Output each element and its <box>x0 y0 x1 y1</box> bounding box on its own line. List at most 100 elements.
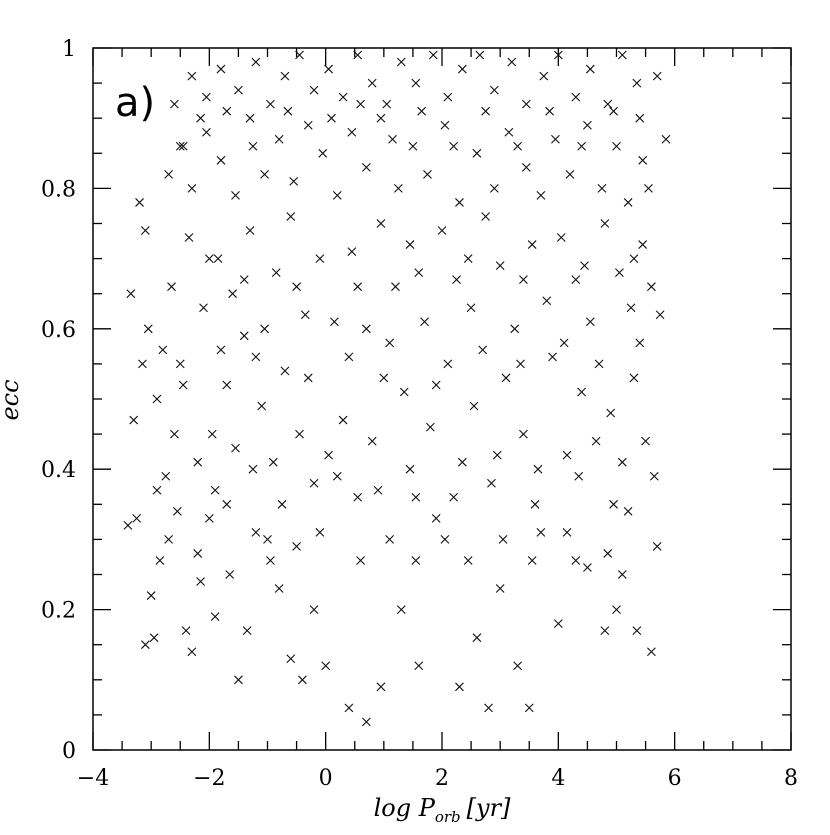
y-tick-label: 0 <box>62 739 76 764</box>
data-point <box>210 612 220 622</box>
data-point <box>603 549 613 558</box>
data-point <box>260 169 269 179</box>
y-tick-labels: 0 0.2 0.4 0.6 0.8 1 <box>41 37 76 764</box>
data-point <box>231 443 240 453</box>
data-point <box>199 303 208 313</box>
data-point <box>315 254 325 263</box>
data-point <box>411 556 421 565</box>
data-point <box>367 436 377 446</box>
data-point <box>405 240 415 249</box>
data-point <box>193 457 203 467</box>
data-point <box>376 682 386 692</box>
x-axis-label-subscript: orb <box>435 808 461 826</box>
data-point <box>315 527 325 537</box>
data-point <box>222 106 232 116</box>
data-point <box>196 577 205 586</box>
data-point <box>123 520 133 530</box>
y-axis-label: ecc <box>0 379 24 420</box>
y-tick-label: 0.6 <box>41 318 76 343</box>
data-point <box>204 254 214 263</box>
data-point <box>239 275 249 285</box>
data-point <box>536 527 546 537</box>
data-point <box>338 415 348 425</box>
data-point <box>443 359 453 369</box>
data-point <box>635 338 645 348</box>
data-point <box>513 661 523 671</box>
data-point <box>373 485 383 495</box>
data-point <box>638 155 648 165</box>
data-point <box>167 282 176 292</box>
data-point <box>324 64 333 74</box>
data-point <box>617 457 627 467</box>
data-point <box>527 556 537 565</box>
data-point <box>353 282 363 292</box>
data-point <box>347 247 357 256</box>
data-point <box>149 633 159 643</box>
data-point <box>231 191 240 200</box>
data-point <box>353 50 363 60</box>
data-point <box>527 240 537 249</box>
data-point <box>361 324 371 334</box>
data-point <box>577 141 586 151</box>
data-point <box>652 542 662 551</box>
data-point <box>498 535 508 544</box>
data-point <box>580 261 589 271</box>
data-point <box>516 359 525 369</box>
data-point <box>196 113 205 123</box>
data-point <box>399 387 409 397</box>
data-point <box>234 675 243 685</box>
data-point <box>388 134 397 144</box>
data-point <box>530 499 540 509</box>
data-point <box>257 401 267 411</box>
data-point <box>202 92 211 102</box>
data-point <box>414 661 424 671</box>
data-point <box>469 401 479 411</box>
data-point <box>286 654 296 664</box>
x-tick-label: 4 <box>551 766 565 791</box>
data-point <box>280 366 290 376</box>
data-point <box>222 380 232 390</box>
data-point <box>652 71 662 81</box>
data-point <box>414 268 424 278</box>
data-point <box>562 527 572 537</box>
data-point <box>562 450 572 460</box>
data-point <box>353 492 363 502</box>
data-point <box>146 591 156 600</box>
data-point <box>161 471 171 481</box>
data-point <box>309 478 319 488</box>
data-point <box>481 212 491 221</box>
data-point <box>283 106 293 116</box>
data-point <box>583 120 592 130</box>
data-point <box>309 85 319 95</box>
data-point <box>143 324 153 334</box>
data-point <box>431 380 441 390</box>
data-point <box>571 275 581 285</box>
data-point <box>347 127 357 137</box>
data-point <box>617 570 627 579</box>
data-point <box>487 478 496 488</box>
data-point <box>455 682 464 692</box>
data-point <box>309 605 319 614</box>
data-point <box>612 141 621 151</box>
data-point <box>379 373 389 383</box>
data-point <box>553 619 563 629</box>
y-tick-label: 0.4 <box>41 458 76 483</box>
data-point <box>277 499 287 509</box>
data-point <box>303 373 313 383</box>
data-point <box>172 506 182 516</box>
data-point <box>597 184 607 193</box>
data-point <box>327 113 336 123</box>
x-axis-label-main: log P <box>374 794 436 822</box>
x-axis-label-unit: [yr] <box>467 794 511 822</box>
data-point <box>187 647 197 657</box>
x-tick-label: −4 <box>77 766 109 791</box>
data-point <box>228 289 237 299</box>
data-point <box>609 106 618 116</box>
data-point <box>356 556 365 565</box>
data-point <box>239 331 249 341</box>
data-point <box>629 254 639 263</box>
data-point <box>463 254 473 263</box>
data-point <box>472 148 482 158</box>
data-point <box>641 436 650 446</box>
data-point <box>606 408 616 418</box>
